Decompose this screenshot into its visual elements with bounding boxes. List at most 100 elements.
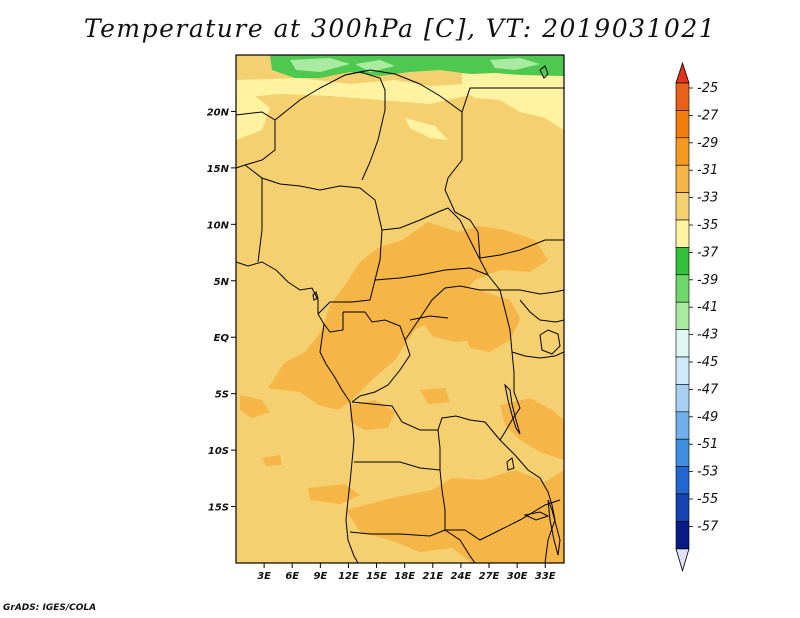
warm-patch-small-2: [420, 388, 450, 404]
cool-patch-northwest: [236, 96, 270, 140]
colorbar-swatch: [675, 82, 690, 111]
map-plot-area: [236, 55, 564, 563]
colorbar-label: -49: [697, 410, 718, 425]
border-9: [317, 299, 371, 315]
colorbar-label: -45: [697, 355, 718, 370]
y-tick-label: 5S: [215, 390, 229, 401]
colorbar-bottom-arrow: [675, 548, 690, 573]
lake-segment-1: [523, 511, 550, 521]
lake-victoria-shore: [539, 329, 561, 355]
coastline-west-africa: [236, 261, 359, 563]
colorbar-swatch: [675, 329, 690, 358]
colorbar-label: -43: [697, 328, 718, 343]
colorbar-swatch: [675, 247, 690, 276]
colorbar-label: -47: [697, 382, 719, 397]
y-tick-label: 10N: [207, 220, 230, 231]
colorbar-swatch: [675, 274, 690, 303]
y-tick-label: 15S: [208, 503, 229, 514]
lake-segment-2: [506, 457, 515, 471]
x-tick-label: 27E: [479, 571, 500, 582]
colorbar-label: -35: [697, 218, 718, 233]
map-title: Temperature at 300hPa [C], VT: 201903102…: [83, 14, 717, 43]
x-tick-label: 12E: [338, 571, 359, 582]
border-20: [499, 439, 556, 563]
warm-patch-east: [462, 305, 520, 352]
gulf-island: [312, 291, 319, 301]
border-8: [479, 239, 564, 259]
warm-patch-southwest: [240, 395, 270, 418]
x-tick-label: 18E: [394, 571, 415, 582]
colorbar-swatch: [675, 219, 690, 248]
border-7: [381, 207, 564, 295]
colorbar-label: -29: [697, 136, 718, 151]
colorbar-swatch: [675, 137, 690, 166]
colorbar-swatch: [675, 192, 690, 221]
x-tick-label: 24E: [451, 571, 472, 582]
map-frame: [235, 54, 565, 564]
colorbar-label: -53: [697, 465, 718, 480]
colorbar-label: -27: [697, 108, 719, 123]
x-axis: 3E 6E 9E 12E 15E 18E 21E 24E 27E 30E 33E: [257, 563, 556, 582]
light-green-patch-2: [355, 60, 395, 72]
x-tick-label: 15E: [366, 571, 387, 582]
y-tick-label: 15N: [207, 164, 230, 175]
cool-patch-northeast: [462, 70, 564, 130]
colorbar-label: -37: [697, 245, 719, 260]
y-axis: 20N 15N 10N 5N EQ 5S 10S 15S: [207, 107, 236, 514]
light-green-patch-3: [490, 58, 540, 70]
border-4: [461, 87, 564, 113]
border-5: [244, 164, 383, 301]
border-17: [354, 461, 441, 471]
border-21: [519, 299, 564, 323]
border-11: [343, 311, 411, 403]
colorbar-label: -55: [697, 492, 718, 507]
border-14: [499, 289, 521, 441]
border-19: [444, 529, 476, 563]
border-6: [257, 178, 263, 263]
colorbar-swatch: [675, 438, 690, 467]
border-3: [344, 69, 481, 259]
border-12: [323, 312, 344, 333]
border-18: [349, 499, 561, 541]
cool-patch-north: [236, 78, 470, 104]
light-green-patch: [290, 58, 350, 72]
coast-east-small: [539, 65, 549, 79]
colorbar-label: -31: [697, 163, 718, 178]
colorbar-swatch: [675, 356, 690, 385]
warm-patch-south-2: [346, 470, 564, 563]
warm-patch-small-1: [262, 455, 282, 466]
border-10: [374, 267, 489, 281]
colorbar-label: -51: [697, 437, 718, 452]
x-tick-label: 21E: [422, 571, 443, 582]
colorbar-top-arrow: [675, 61, 690, 84]
border-16: [437, 429, 446, 530]
border-22: [511, 351, 564, 359]
colorbar-swatch: [675, 521, 690, 550]
colorbar-swatch: [675, 164, 690, 193]
x-tick-label: 6E: [285, 571, 299, 582]
colorbar-swatch: [675, 411, 690, 440]
y-tick-label: EQ: [214, 333, 230, 344]
colorbar-label: -39: [697, 273, 718, 288]
lake-malawi: [547, 499, 561, 556]
colorbar-label: -33: [697, 191, 718, 206]
warm-patch-central-west: [268, 222, 548, 410]
colorbar-swatch: [675, 466, 690, 495]
x-tick-label: 30E: [507, 571, 528, 582]
river-segment: [409, 315, 449, 321]
lake-tanganyika: [504, 383, 521, 435]
y-tick-label: 20N: [207, 107, 230, 118]
colorbar-swatch: [675, 384, 690, 413]
colorbar-label: -41: [697, 300, 718, 315]
colorbar-label: -57: [697, 519, 719, 534]
y-tick-label: 5N: [214, 277, 230, 288]
border-2: [274, 71, 386, 181]
colorbar-label: -25: [697, 81, 718, 96]
country-borders: [236, 65, 564, 563]
x-tick-label: 3E: [257, 571, 271, 582]
x-tick-label: 9E: [313, 571, 327, 582]
y-tick-label: 10S: [208, 446, 229, 457]
warm-patch-angola-coast: [350, 400, 395, 430]
colorbar: -25 -27 -29 -31 -33 -35 -37 -39 -41 -43 -45 -47 -49 -…: [675, 61, 719, 573]
